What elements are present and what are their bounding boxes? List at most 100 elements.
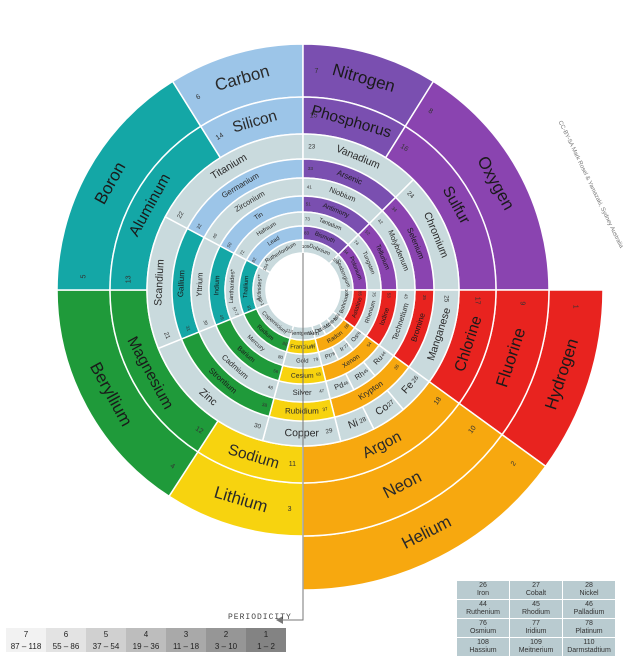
atomic-number-label: 9 [518,301,525,305]
block-name: Nickel [579,590,599,597]
period-number: 7 [6,628,46,640]
element-name-label: Pt [324,353,332,361]
block-num: 28 [585,582,593,589]
atomic-number-label: 111 [307,329,315,336]
element-name-label: Ds [314,327,323,335]
atomic-number-label: 79 [313,356,320,362]
period-number: 5 [86,628,126,640]
periodicity-arrow-line [283,253,304,621]
atomic-number-label: 33 [308,166,314,172]
atomic-number-label: 37 [322,406,329,413]
atomic-number-label: 55 [316,371,323,377]
atomic-number-label: 29 [325,427,334,436]
block-cell: 27 Cobalt [509,580,563,600]
atomic-number-label: 8 [427,108,434,116]
atomic-number-label: 107 [344,289,349,297]
atomic-number-label: 40 [212,232,219,239]
atomic-number-label: 74 [353,239,360,246]
block-name: Iron [476,590,490,597]
ring-r7: Indium49Tin50Antimony51Tellurium52Iodine… [208,195,398,385]
block-num: 110 [583,639,595,646]
atomic-number-label: 75 [372,292,377,298]
block-name: Rhodium [521,609,550,616]
block-num: 27 [532,582,540,589]
atomic-number-label: 48 [267,384,274,390]
period-ranges-row: 87 – 118 55 – 86 37 – 54 19 – 36 11 – 18… [6,640,286,652]
atomic-number-label: 44 [380,350,387,357]
period-range: 1 – 2 [246,640,286,652]
block-name: Palladium [573,609,605,616]
block-num: 76 [479,620,487,627]
period-number: 3 [166,628,206,640]
atomic-number-label: 21 [162,331,171,341]
atomic-number-label: 24 [405,190,415,200]
atomic-number-label: 36 [393,363,401,371]
element-name-label: Silver [293,388,313,397]
atomic-number-label: 41 [307,184,313,189]
atomic-number-label: 2 [510,460,518,467]
atomic-number-label: 105 [302,244,310,249]
atomic-number-label: 108 [333,312,342,321]
period-legend: 7 6 5 4 3 2 1 87 – 118 55 – 86 37 – 54 1… [6,628,286,652]
atomic-number-label: 4 [169,463,176,471]
atomic-number-label: 26 [411,374,421,384]
atomic-number-label: 23 [308,143,316,150]
atomic-number-label: 73 [305,216,311,221]
atomic-number-label: 31 [184,325,192,333]
element-name-label: Indium [213,275,221,296]
block-name: Platinum [575,628,603,635]
atomic-number-label: 12 [194,426,204,436]
atomic-number-label: 32 [196,223,204,231]
element-name-label: Copper [284,427,319,439]
atomic-number-label: 34 [390,206,398,214]
atomic-number-label: 25 [443,295,450,303]
atomic-number-label: 110 [317,325,326,333]
element-name-label: Yttrium [195,272,205,297]
atomic-number-label: 1 [572,305,579,309]
block-name: Ruthenium [466,609,500,616]
element-name-label: Gallium [176,270,186,298]
block-row: 108 Hassium 109 Meitnerium 110 Darmstadtium [456,637,616,657]
block-num: 108 [477,639,489,646]
atomic-number-label: 17 [473,297,480,305]
atomic-number-label: 30 [253,422,262,431]
block-cell: 44 Ruthenium [456,599,510,619]
block-row: 44 Ruthenium 45 Rhodium 46 Palladium [456,599,616,619]
atomic-number-label: 47 [319,388,326,394]
atomic-number-label: 54 [366,341,373,348]
atomic-number-label: 112 [285,328,294,335]
atomic-number-label: 84 [342,248,349,255]
block-cell: 108 Hassium [456,637,510,657]
block-cell: 28 Nickel [562,580,616,600]
block-cell: 76 Osmium [456,618,510,638]
atomic-number-label: 51 [306,201,312,206]
atomic-number-label: 52 [364,229,371,236]
period-number: 2 [206,628,246,640]
atomic-number-label: 13 [126,275,133,283]
atomic-number-label: 83 [304,230,310,235]
block-name: Meitnerium [518,647,554,654]
block-cell: 110 Darmstadtium [562,637,616,657]
block-name: Cobalt [525,590,547,597]
block-num: 77 [532,620,540,627]
block-num: 46 [585,601,593,608]
atomic-number-label: 50 [226,241,233,248]
block-name: Osmium [469,628,497,635]
element-name-label: Pd [333,380,345,392]
atomic-number-label: 88 [282,341,289,347]
atomic-number-label: 104 [262,262,270,271]
atomic-number-label: 46 [342,380,349,387]
atomic-number-label: 53 [387,293,392,299]
period-range: 11 – 18 [166,640,206,652]
ring-r9: Thallium81Lead82Bismuth83Polonium84Astat… [238,225,368,355]
period-range: 37 – 54 [86,640,126,652]
block-cell: 45 Rhodium [509,599,563,619]
block-cell: 109 Meitnerium [509,637,563,657]
atomic-number-label: 80 [277,354,284,360]
block-name: Hassium [469,647,497,654]
period-numbers-row: 7 6 5 4 3 2 1 [6,628,286,640]
element-name-label: Scandium [152,259,166,307]
atomic-number-label: 42 [377,218,384,225]
